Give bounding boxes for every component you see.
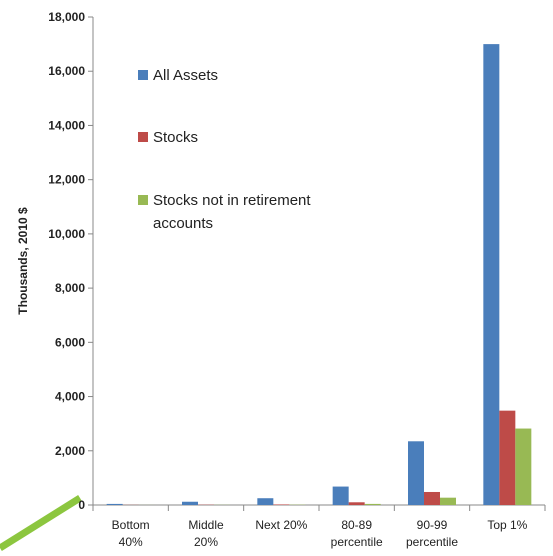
y-tick-label: 10,000 <box>48 227 85 241</box>
y-tick-label: 18,000 <box>48 10 85 24</box>
bar <box>332 486 349 505</box>
decoration <box>0 495 82 551</box>
bar <box>182 501 198 505</box>
y-tick-label: 16,000 <box>48 64 85 78</box>
x-tick-label: 80-89 percentile <box>331 518 383 549</box>
bar <box>408 441 424 505</box>
bar <box>348 502 365 505</box>
bar <box>499 410 516 505</box>
bar <box>273 504 290 505</box>
bar <box>257 498 274 505</box>
bar <box>440 497 456 505</box>
bar <box>515 428 532 505</box>
x-tick-label: 90-99 percentile <box>406 518 458 549</box>
legend-label: All Assets <box>153 67 218 84</box>
bar <box>424 491 440 505</box>
bar <box>483 44 500 505</box>
legend-label: Stocks <box>153 129 198 146</box>
x-tick-label: Bottom 40% <box>112 518 150 549</box>
y-tick-label: 0 <box>78 498 85 512</box>
y-tick-label: 14,000 <box>48 118 85 132</box>
y-tick-label: 12,000 <box>48 173 85 187</box>
y-tick-label: 8,000 <box>55 281 85 295</box>
x-tick-label: Middle 20% <box>188 518 224 549</box>
y-tick-label: 4,000 <box>55 390 85 404</box>
x-tick-label: Next 20% <box>255 518 307 532</box>
bar <box>364 503 381 505</box>
legend-swatch <box>138 70 148 80</box>
legend-label: Stocks not in retirement accounts <box>153 192 311 232</box>
y-tick-label: 2,000 <box>55 444 85 458</box>
y-tick-label: 6,000 <box>55 335 85 349</box>
legend-swatch <box>138 195 148 205</box>
bar <box>106 503 123 505</box>
y-axis-label: Thousands, 2010 $ <box>16 207 30 315</box>
x-tick-label: Top 1% <box>487 518 527 532</box>
legend-swatch <box>138 132 148 142</box>
